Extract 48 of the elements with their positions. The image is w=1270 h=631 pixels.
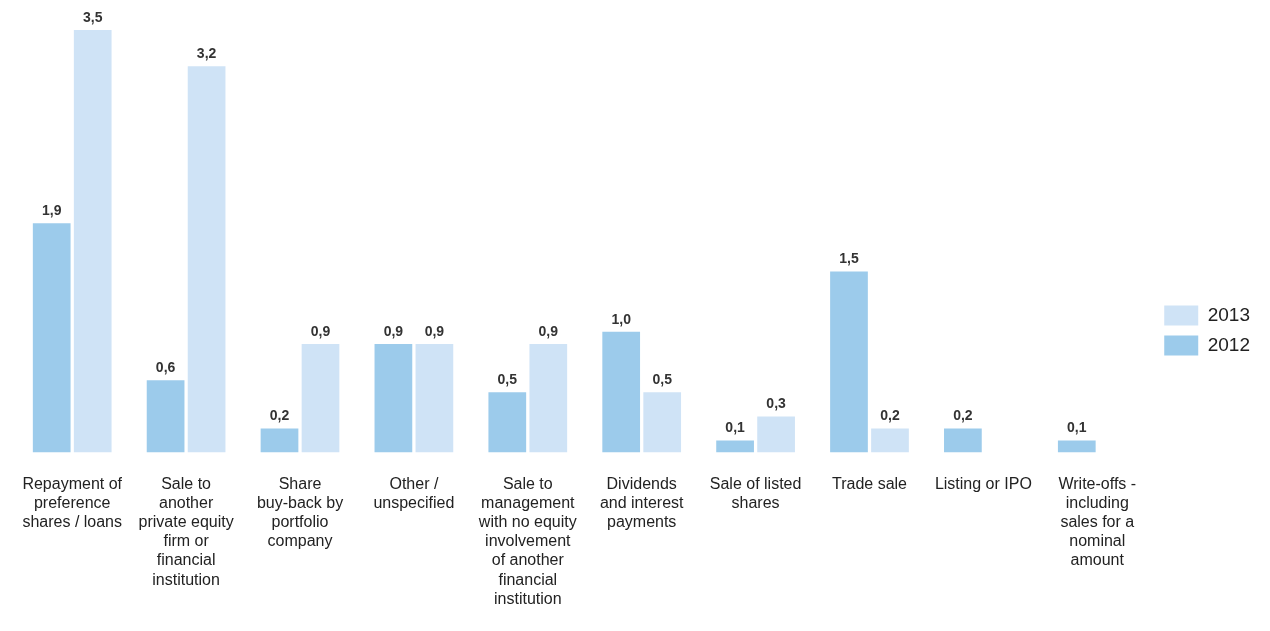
bar	[374, 343, 413, 453]
bar	[602, 331, 641, 453]
bar	[73, 30, 112, 453]
x-tick-label: Repayment of preference shares / loans	[22, 474, 123, 531]
x-tick-label: Dividends and interest payments	[599, 474, 685, 531]
data-label: 0,2	[880, 407, 900, 424]
data-label: 1,0	[611, 310, 632, 327]
bar	[146, 380, 185, 453]
bar	[757, 416, 795, 453]
data-label: 0,5	[497, 371, 518, 388]
bar	[301, 343, 340, 453]
data-label: 0,2	[953, 407, 973, 424]
bar	[529, 343, 568, 453]
data-label: 0,6	[155, 359, 176, 376]
x-tick-label: Sale to another private equity firm or financial institution	[138, 474, 234, 588]
data-label: 0,9	[383, 322, 404, 339]
x-tick-label: Share buy-back by portfolio company	[256, 474, 344, 550]
bar	[32, 223, 71, 453]
data-label: 1,9	[41, 202, 62, 219]
data-label: 0,5	[652, 371, 673, 388]
x-tick-label: Sale to management with no equity involvement of another financial institution	[477, 474, 577, 607]
legend-label: 2013	[1207, 303, 1251, 325]
data-label: 0,3	[766, 395, 787, 412]
bar	[187, 66, 226, 453]
bar	[716, 440, 754, 453]
legend-label: 2012	[1207, 333, 1251, 355]
bar	[1057, 440, 1096, 453]
x-tick-label: Other / unspecified	[373, 474, 455, 511]
bar	[643, 392, 682, 453]
bar	[415, 343, 454, 453]
x-tick-label: Write-offs - including sales for a nominal amount	[1058, 474, 1137, 569]
data-label: 0,9	[310, 322, 331, 339]
data-label: 0,9	[424, 322, 445, 339]
data-label: 0,9	[538, 322, 559, 339]
bar	[830, 271, 868, 453]
bar	[871, 428, 909, 453]
data-label: 0,1	[1067, 419, 1087, 436]
x-tick-label: Listing or IPO	[934, 474, 1032, 492]
bar	[488, 392, 527, 453]
data-label: 3,2	[196, 45, 217, 62]
data-label: 0,2	[269, 407, 290, 424]
x-tick-label: Trade sale	[831, 474, 908, 492]
bar	[260, 428, 299, 453]
data-label: 0,1	[725, 419, 746, 436]
bar	[944, 428, 982, 453]
data-label: 1,5	[839, 250, 859, 267]
x-tick-label: Sale of listed shares	[709, 474, 802, 511]
data-label: 3,5	[82, 8, 103, 25]
